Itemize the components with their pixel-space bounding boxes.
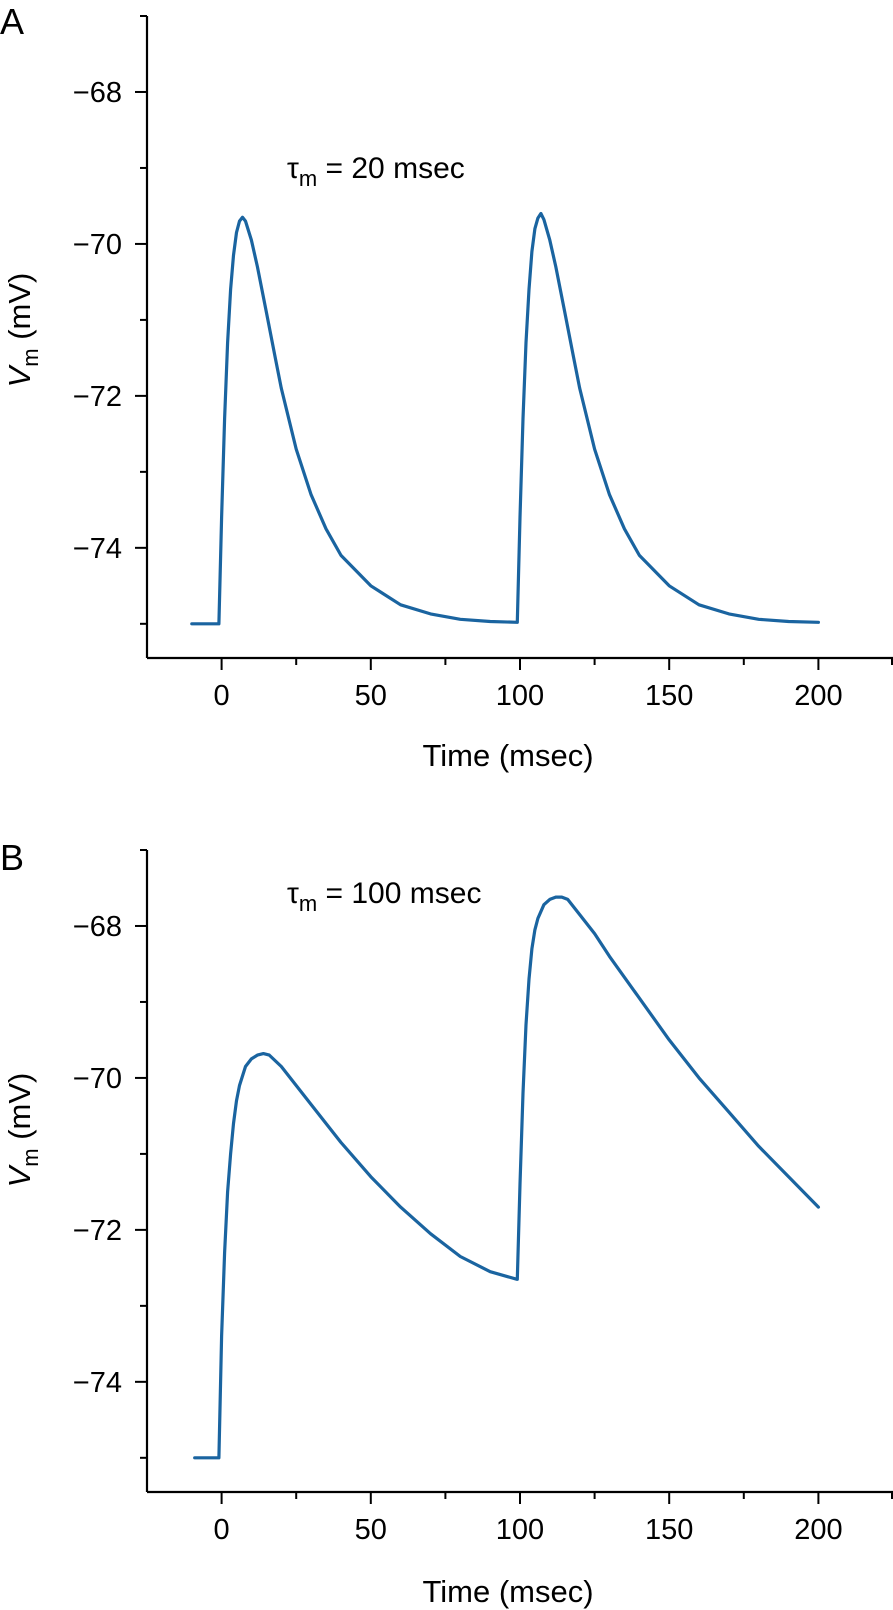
panel-a: A τm = 20 msec Vm (mV) Time (msec) 0 50 10…	[0, 1, 893, 773]
y-tick-label: −68	[73, 77, 122, 109]
x-axis-title: Time (msec)	[422, 1574, 593, 1609]
tau-subscript: m	[299, 891, 317, 916]
y-tick-label: −74	[73, 533, 122, 565]
y-axis-subscript: m	[18, 348, 43, 366]
panel-b: B τm = 100 msec Vm (mV) Time (msec) 0 50 1…	[0, 837, 893, 1609]
x-tick-label: 150	[645, 680, 693, 712]
y-tick-label: −72	[73, 381, 122, 413]
y-axis-unit: (mV)	[2, 273, 37, 349]
y-axis-title: Vm (mV)	[2, 273, 43, 388]
tau-symbol: τ	[287, 877, 299, 910]
tau-value: = 20 msec	[317, 152, 465, 185]
series-line-vm	[190, 211, 820, 626]
x-tick-label: 50	[355, 1514, 387, 1546]
x-tick-label: 100	[496, 680, 544, 712]
svg-text:Vm (mV): Vm (mV)	[2, 273, 43, 388]
panel-label: B	[0, 837, 24, 878]
y-axis-symbol: V	[2, 363, 37, 387]
tau-annotation: τm = 100 msec	[287, 877, 481, 916]
tau-symbol: τ	[287, 152, 299, 185]
x-tick-label: 0	[214, 680, 230, 712]
x-tick-label: 100	[496, 1514, 544, 1546]
y-tick-label: −72	[73, 1215, 122, 1247]
series-line-vm	[193, 895, 820, 1460]
x-tick-label: 150	[645, 1514, 693, 1546]
tau-value: = 100 msec	[317, 877, 481, 910]
x-tick-label: 50	[355, 680, 387, 712]
y-tick-label: −68	[73, 911, 122, 943]
tau-annotation: τm = 20 msec	[287, 152, 465, 191]
x-tick-label: 200	[794, 1514, 842, 1546]
x-tick-label: 0	[214, 1514, 230, 1546]
y-tick-label: −70	[73, 229, 122, 261]
y-tick-label: −74	[73, 1367, 122, 1399]
y-axis-symbol: V	[2, 1163, 37, 1187]
y-axis-subscript: m	[18, 1148, 43, 1166]
x-axis-title: Time (msec)	[422, 738, 593, 773]
svg-text:Vm (mV): Vm (mV)	[2, 1073, 43, 1188]
tau-subscript: m	[299, 166, 317, 191]
y-axis-title: Vm (mV)	[2, 1073, 43, 1188]
x-tick-label: 200	[794, 680, 842, 712]
y-tick-label: −70	[73, 1063, 122, 1095]
y-axis-unit: (mV)	[2, 1073, 37, 1149]
panel-label: A	[0, 1, 24, 42]
